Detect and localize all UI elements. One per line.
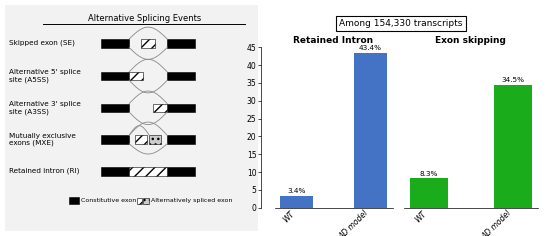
Text: Alternative 5' splice
site (A5SS): Alternative 5' splice site (A5SS) — [9, 69, 81, 83]
FancyBboxPatch shape — [5, 5, 258, 231]
Text: Retained intron (RI): Retained intron (RI) — [9, 168, 80, 174]
Text: Skipped exon (SE): Skipped exon (SE) — [9, 40, 75, 46]
Bar — [102, 167, 129, 176]
Title: Retained Intron: Retained Intron — [294, 36, 373, 45]
Bar — [280, 196, 313, 208]
Text: Alternative 3' splice
site (A3SS): Alternative 3' splice site (A3SS) — [9, 101, 81, 114]
Bar — [153, 104, 167, 112]
Text: Alternatively spliced exon: Alternatively spliced exon — [151, 198, 232, 203]
Bar — [135, 135, 147, 144]
Bar — [167, 104, 195, 112]
Text: 43.4%: 43.4% — [359, 46, 382, 51]
Bar — [102, 135, 129, 144]
Bar — [102, 104, 129, 112]
Bar — [143, 198, 149, 204]
Bar — [167, 39, 195, 47]
Bar — [167, 167, 195, 176]
Text: 3.4%: 3.4% — [287, 188, 306, 194]
Bar — [137, 198, 142, 204]
Text: Among 154,330 transcripts: Among 154,330 transcripts — [339, 19, 462, 28]
Bar — [494, 85, 532, 208]
Text: 8.3%: 8.3% — [419, 171, 438, 177]
Bar — [102, 72, 129, 80]
Bar — [167, 72, 195, 80]
Bar — [129, 72, 143, 80]
Text: Constitutive exon: Constitutive exon — [81, 198, 137, 203]
Text: Mutually exclusive
exons (MXE): Mutually exclusive exons (MXE) — [9, 133, 76, 146]
Title: Exon skipping: Exon skipping — [435, 36, 506, 45]
Bar — [129, 167, 167, 176]
Bar — [69, 197, 79, 204]
Bar — [167, 135, 195, 144]
Bar — [410, 178, 447, 208]
Bar — [102, 39, 129, 47]
Bar — [141, 39, 155, 47]
Text: 34.5%: 34.5% — [501, 77, 524, 83]
Bar — [354, 53, 387, 208]
Bar — [149, 135, 161, 144]
Text: Alternative Splicing Events: Alternative Splicing Events — [88, 14, 201, 23]
